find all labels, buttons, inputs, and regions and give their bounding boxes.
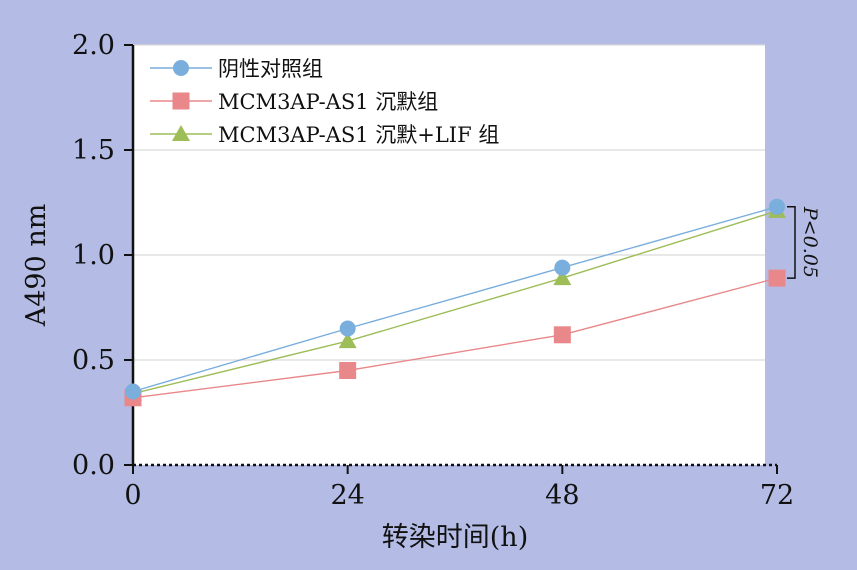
data-point [769,198,785,215]
y-axis-label: A490 nm [21,204,52,328]
legend-marker [172,125,190,141]
y-tick-label: 1.5 [72,135,115,166]
data-point [338,332,357,349]
x-tick-label: 24 [330,480,364,511]
data-point [339,320,356,337]
data-point [125,383,141,400]
x-tick-label: 72 [760,480,794,511]
data-point [554,259,571,276]
y-tick-label: 0.5 [72,345,115,376]
data-point [768,269,786,287]
series-line [132,210,778,395]
legend-label: MCM3AP-AS1 沉默组 [218,90,438,114]
x-tick-label: 48 [545,480,579,511]
series-line [132,206,778,393]
legend-marker [172,92,190,110]
data-point [553,326,571,344]
legend-marker [173,60,189,76]
legend-label: MCM3AP-AS1 沉默+LIF 组 [218,123,499,147]
x-tick-label: 0 [124,480,141,511]
y-tick-label: 1.0 [72,240,115,271]
legend-label: 阴性对照组 [218,57,323,81]
y-tick-label: 0.0 [72,450,115,481]
series-line [132,277,778,399]
data-point [553,269,572,286]
significance-label: P<0.05 [799,206,821,278]
y-tick-label: 2.0 [72,30,115,61]
data-point [339,362,357,379]
x-axis-label: 转染时间(h) [382,522,528,553]
significance-bracket [787,205,796,279]
